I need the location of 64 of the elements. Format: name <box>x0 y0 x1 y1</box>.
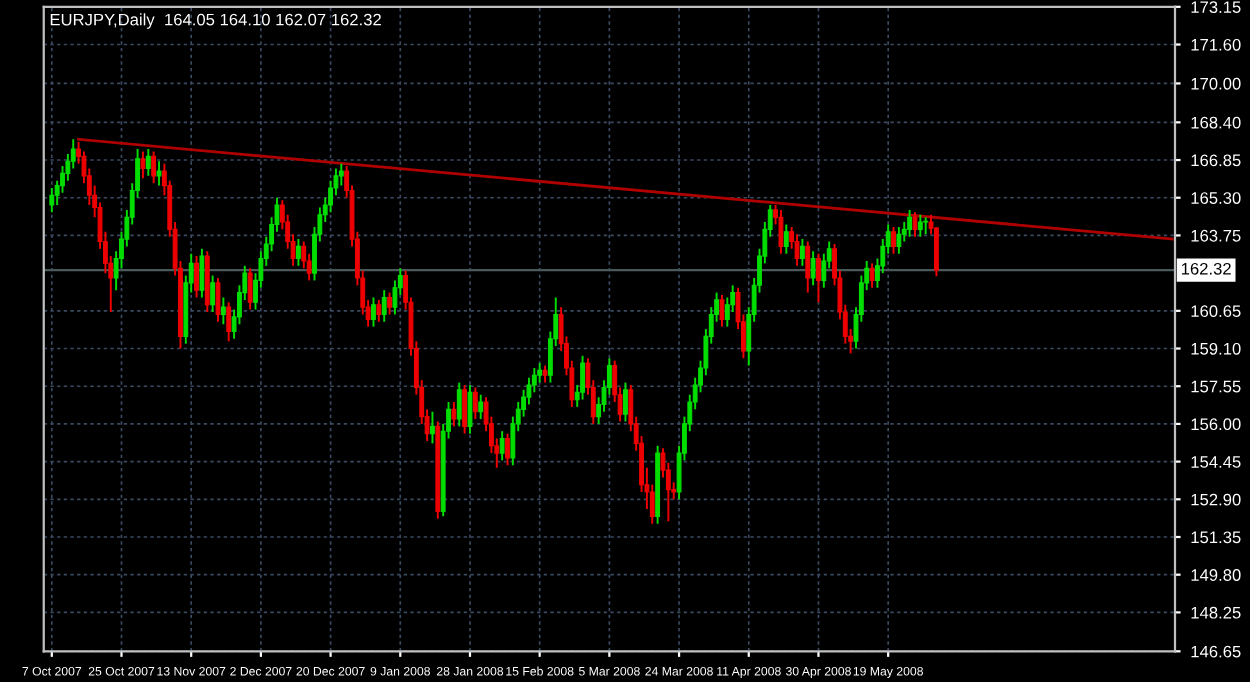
candlestick <box>799 238 805 267</box>
candlestick <box>505 432 510 467</box>
candlestick <box>295 238 301 267</box>
candlestick <box>472 386 478 421</box>
y-tick-label: 170.00 <box>1191 77 1241 90</box>
candlestick <box>896 225 902 255</box>
candlestick <box>778 208 784 255</box>
candlestick <box>194 255 199 299</box>
candlestick <box>580 354 585 401</box>
candlestick <box>156 160 162 187</box>
candlestick <box>247 267 253 311</box>
y-tick-label: 157.55 <box>1191 380 1241 393</box>
candlestick <box>719 294 725 328</box>
y-tick-label: 173.15 <box>1191 1 1241 14</box>
candlestick <box>816 252 821 304</box>
y-tick-label: 151.35 <box>1191 531 1241 544</box>
candlestick <box>917 213 923 238</box>
ref-line-label: 162.32 <box>1181 262 1231 275</box>
candlestick <box>145 148 151 177</box>
y-tick-label: 159.10 <box>1191 342 1241 355</box>
candlestick <box>456 381 462 428</box>
y-tick-label: 165.30 <box>1191 192 1241 204</box>
candlestick <box>451 401 457 428</box>
candlestick <box>338 162 344 187</box>
y-tick-label: 160.65 <box>1191 305 1241 318</box>
candlestick <box>140 150 146 180</box>
y-tick-label: 152.90 <box>1191 493 1241 506</box>
candlestick <box>537 362 543 384</box>
candlestick <box>381 289 387 323</box>
candlestick <box>869 262 875 289</box>
candlestick <box>907 208 913 238</box>
y-tick-label: 149.80 <box>1191 569 1241 581</box>
candlestick <box>478 393 484 421</box>
candlestick <box>794 233 800 267</box>
candlestick <box>387 291 392 316</box>
y-tick-label: 148.25 <box>1191 606 1241 619</box>
candlestick <box>499 430 505 462</box>
y-tick-label: 171.60 <box>1191 38 1241 51</box>
y-tick-label: 146.65 <box>1191 645 1241 658</box>
candlestick <box>210 274 216 314</box>
candlestick <box>226 301 232 343</box>
y-tick-label: 168.40 <box>1191 116 1241 129</box>
y-tick-label: 154.45 <box>1191 456 1241 468</box>
y-tick-label: 166.85 <box>1191 154 1241 167</box>
chart-title: EURJPY,Daily 164.05 164.10 162.07 162.32 <box>50 13 381 29</box>
candlestick <box>912 211 918 238</box>
candlestick <box>891 225 896 255</box>
candlestick <box>783 223 789 255</box>
candlestick <box>376 298 382 323</box>
candlestick <box>623 381 628 423</box>
candlestick <box>805 240 811 294</box>
candlestick <box>220 296 226 326</box>
y-tick-label: 156.00 <box>1191 418 1241 431</box>
candlestick <box>810 250 816 287</box>
candlestick <box>199 247 205 299</box>
candlestick <box>923 216 929 236</box>
candlestick <box>430 410 435 445</box>
candlestick <box>462 384 468 435</box>
candlestick <box>49 187 55 214</box>
candlestick <box>151 150 157 185</box>
candlestick <box>215 277 221 323</box>
candlestick <box>467 384 473 435</box>
candlestick <box>371 296 376 328</box>
y-tick-label: 163.75 <box>1191 229 1241 242</box>
